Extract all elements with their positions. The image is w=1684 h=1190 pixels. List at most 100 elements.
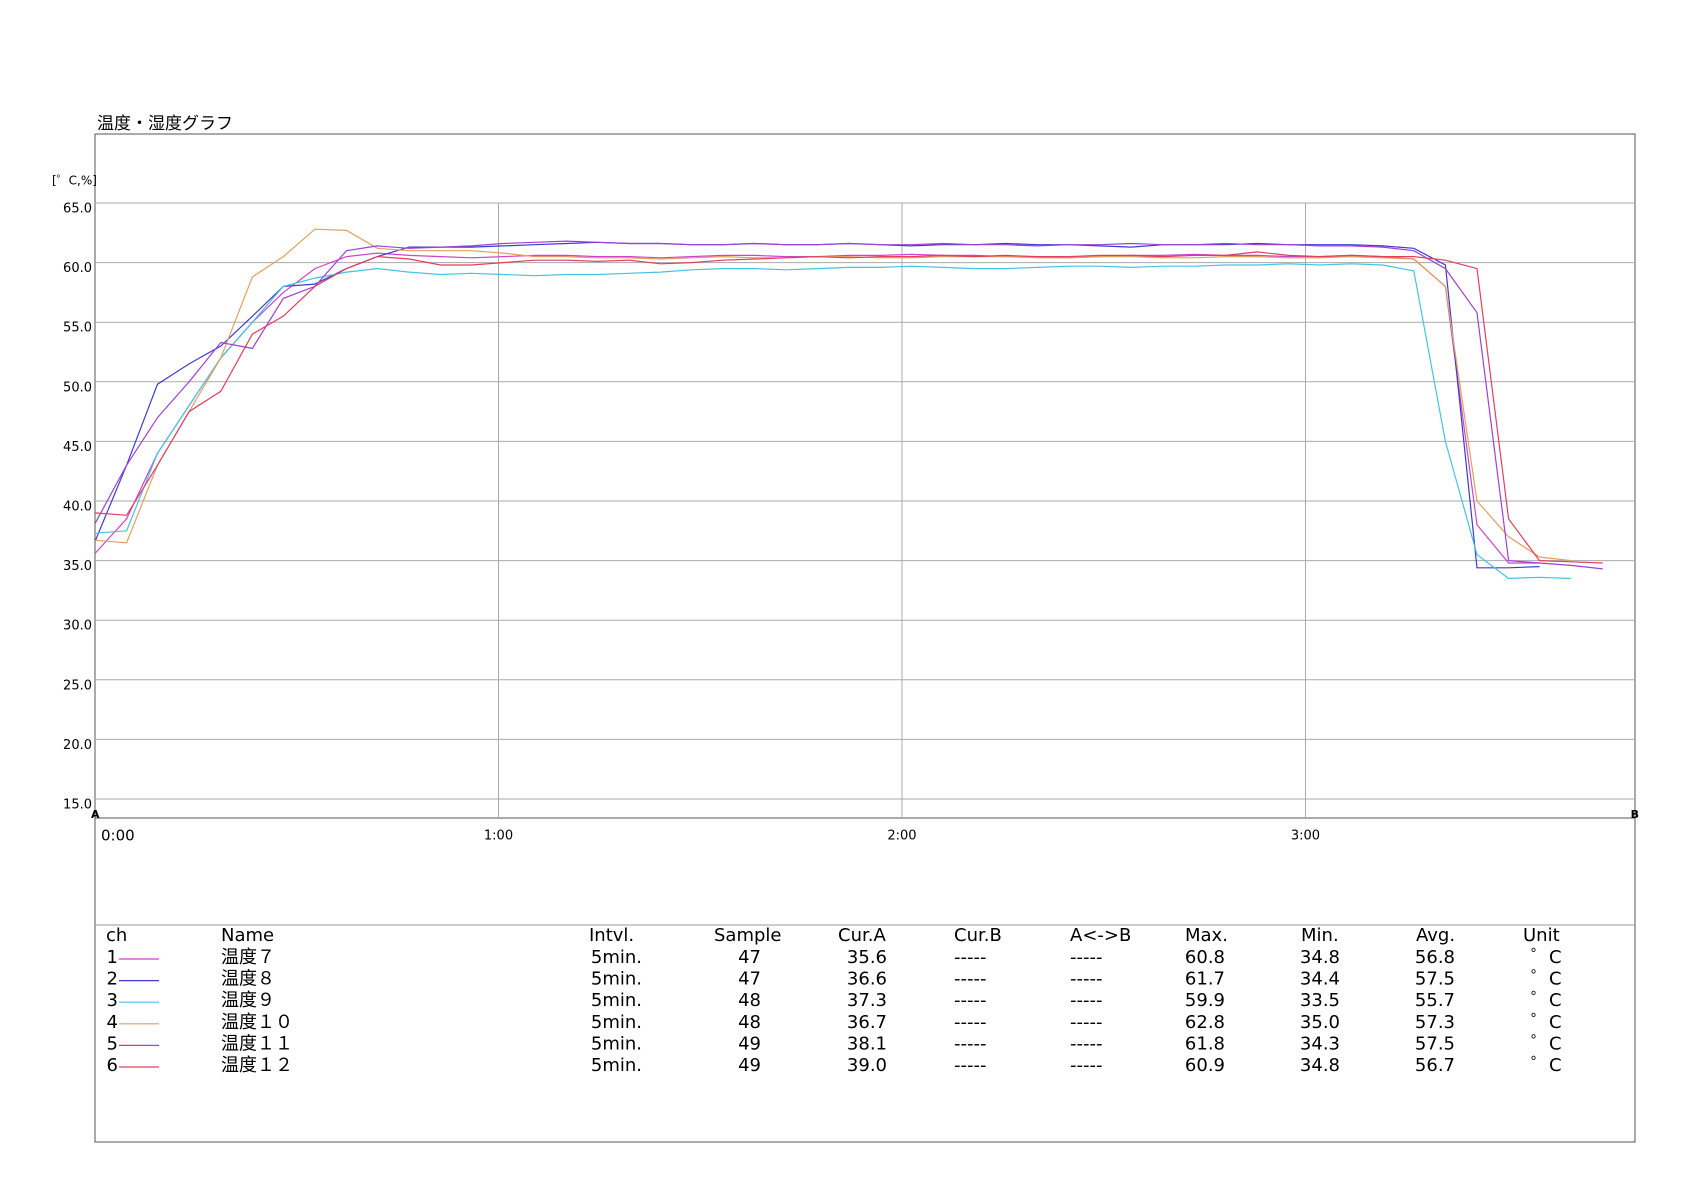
y-tick-label: 60.0 [63, 261, 92, 276]
table-cell: 34.8 [1300, 1055, 1340, 1076]
table-cell: 34.3 [1300, 1033, 1340, 1054]
table-cell: 5min. [591, 1055, 642, 1076]
table-cell: 57.5 [1415, 969, 1455, 990]
table-cell: 60.9 [1185, 1055, 1225, 1076]
table-cell: 57.3 [1415, 1012, 1455, 1033]
table-cell: 59.9 [1185, 990, 1225, 1011]
table-cell: 1 [107, 947, 118, 968]
table-cell: 62.8 [1185, 1012, 1225, 1033]
cursor-b: B [1631, 808, 1639, 821]
frame [94, 133, 1636, 1143]
table-header: Cur.B [954, 925, 1002, 946]
table-cell: 57.5 [1415, 1033, 1455, 1054]
table-cell: 55.7 [1415, 990, 1455, 1011]
y-tick-label: 25.0 [63, 678, 92, 693]
table-cell: 56.7 [1415, 1055, 1455, 1076]
table-header: Min. [1301, 925, 1339, 946]
table-header: Sample [714, 925, 782, 946]
table-cell: ----- [1070, 969, 1102, 990]
table-cell: 35.6 [847, 947, 887, 968]
y-tick-label: 55.0 [63, 321, 92, 336]
series-line [94, 241, 1540, 569]
series-line [94, 240, 1603, 570]
table-cell: 34.4 [1300, 969, 1340, 990]
table-cell: ----- [954, 990, 986, 1011]
table-cell: ゜C [1531, 1033, 1562, 1054]
table-cell: 36.6 [847, 969, 887, 990]
x-tick-label: 1:00 [484, 829, 513, 844]
table-cell: ----- [954, 969, 986, 990]
table-cell: ----- [1070, 947, 1102, 968]
table-header: Cur.A [838, 925, 886, 946]
y-tick-label: 40.0 [63, 500, 92, 515]
table-cell: ----- [1070, 1012, 1102, 1033]
table-cell: 48 [738, 1012, 761, 1033]
table-cell: 5min. [591, 990, 642, 1011]
table-header: Intvl. [589, 925, 634, 946]
x-tick-label: 2:00 [887, 829, 916, 844]
table-cell: 温度１１ [221, 1033, 293, 1054]
table-cell: ----- [954, 1055, 986, 1076]
table-cell: 34.8 [1300, 947, 1340, 968]
table-cell: ----- [954, 1033, 986, 1054]
y-tick-label: 65.0 [63, 202, 92, 217]
y-tick-label: 50.0 [63, 380, 92, 395]
table-cell: 33.5 [1300, 990, 1340, 1011]
table-cell: ゜C [1531, 990, 1562, 1011]
table-cell: ゜C [1531, 1012, 1562, 1033]
y-axis-label: [゜C,%] [52, 174, 97, 188]
table-cell: 61.8 [1185, 1033, 1225, 1054]
y-tick-label: 30.0 [63, 619, 92, 634]
table-cell: 49 [738, 1055, 761, 1076]
table-header: Avg. [1416, 925, 1455, 946]
table-cell: 39.0 [847, 1055, 887, 1076]
table-cell: 温度７ [221, 947, 275, 968]
x-tick-label: 3:00 [1291, 829, 1320, 844]
table-header: Max. [1185, 925, 1228, 946]
table-cell: 35.0 [1300, 1012, 1340, 1033]
table-cell: 37.3 [847, 990, 887, 1011]
table-cell: ----- [954, 1012, 986, 1033]
table-header: A<->B [1070, 925, 1131, 946]
chart-title: 温度・湿度グラフ [97, 114, 233, 134]
table-cell: 2 [107, 969, 118, 990]
table-cell: 温度１２ [221, 1055, 293, 1076]
series-line [94, 251, 1603, 564]
series-line [94, 263, 1572, 580]
table-cell: 47 [738, 947, 761, 968]
table-cell: 56.8 [1415, 947, 1455, 968]
table-cell: 温度１０ [221, 1012, 293, 1033]
table-cell: ゜C [1531, 947, 1562, 968]
y-tick-label: 20.0 [63, 738, 92, 753]
x-tick-label: 0:00 [101, 827, 135, 845]
table-cell: 5min. [591, 969, 642, 990]
series-line [94, 228, 1572, 562]
table-cell: 5min. [591, 1012, 642, 1033]
table-cell: 3 [107, 990, 118, 1011]
table-cell: ゜C [1531, 1055, 1562, 1076]
cursor-a: A [91, 808, 100, 821]
y-tick-label: 15.0 [63, 798, 92, 813]
table-header: Name [221, 925, 274, 946]
table-cell: ----- [1070, 1033, 1102, 1054]
table-header: Unit [1523, 925, 1560, 946]
table-cell: 49 [738, 1033, 761, 1054]
table-cell: ----- [1070, 1055, 1102, 1076]
table-cell: 5min. [591, 947, 642, 968]
table-cell: 6 [107, 1055, 118, 1076]
table-cell: 4 [107, 1012, 118, 1033]
y-tick-label: 35.0 [63, 559, 92, 574]
table-cell: 38.1 [847, 1033, 887, 1054]
y-tick-label: 45.0 [63, 440, 92, 455]
table-cell: 61.7 [1185, 969, 1225, 990]
table-cell: 温度８ [221, 969, 275, 990]
table-header: ch [106, 925, 127, 946]
table-cell: 36.7 [847, 1012, 887, 1033]
table-cell: ----- [1070, 990, 1102, 1011]
table-cell: 5 [107, 1033, 118, 1054]
table-cell: 60.8 [1185, 947, 1225, 968]
table-cell: 5min. [591, 1033, 642, 1054]
table-cell: ゜C [1531, 969, 1562, 990]
table-cell: ----- [954, 947, 986, 968]
